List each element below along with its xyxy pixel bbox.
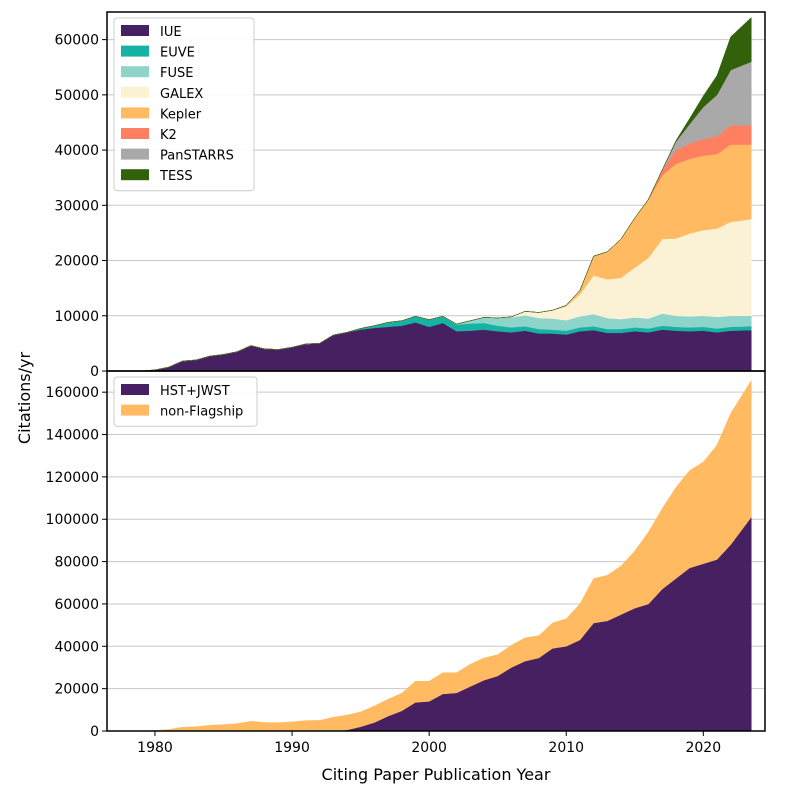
- legend-swatch-fuse: [121, 66, 149, 78]
- x-tick-label: 2010: [548, 740, 584, 756]
- y-tick-label: 160000: [46, 385, 99, 401]
- legend-label-galex: GALEX: [160, 87, 203, 102]
- legend-label-k2: K2: [160, 128, 177, 143]
- x-tick-label: 2000: [411, 740, 447, 756]
- x-tick-label: 1990: [274, 740, 310, 756]
- legend-box: [113, 17, 255, 192]
- bottom-panel: 0 20000 40000 60000 80000 100000 120000 140000 1…: [46, 370, 766, 756]
- top-panel-legend: IUE EUVE FUSE GALEX Kepler K2 PanSTARRS TESS: [113, 17, 255, 192]
- top-panel: 0 10000 20000 30000 40000 50000 60000 IUE EUVE F…: [54, 11, 766, 380]
- y-axis-label: Citations/yr: [15, 352, 34, 445]
- legend-swatch-hst-jwst: [121, 384, 149, 395]
- y-tick-label: 30000: [54, 198, 99, 214]
- legend-box: [113, 376, 258, 427]
- legend-swatch-non-flagship: [121, 404, 149, 416]
- legend-swatch-iue: [121, 25, 149, 36]
- bottom-panel-y-ticks: 0 20000 40000 60000 80000 100000 120000 140000 1…: [46, 385, 107, 740]
- area-non-flagship: [141, 379, 752, 732]
- y-tick-label: 60000: [54, 33, 99, 49]
- legend-swatch-galex: [121, 86, 149, 98]
- y-tick-label: 10000: [54, 309, 99, 325]
- legend-label-hst-jwst: HST+JWST: [160, 384, 230, 399]
- y-tick-label: 0: [90, 724, 99, 740]
- y-tick-label: 0: [90, 364, 99, 380]
- legend-swatch-k2: [121, 128, 149, 139]
- y-tick-label: 50000: [54, 88, 99, 104]
- bottom-panel-frame: [106, 370, 766, 732]
- y-tick-label: 20000: [54, 682, 99, 698]
- y-tick-label: 60000: [54, 597, 99, 613]
- legend-label-tess: TESS: [159, 169, 193, 184]
- y-tick-label: 140000: [46, 428, 99, 444]
- x-tick-label: 2020: [685, 740, 721, 756]
- y-tick-label: 20000: [54, 254, 99, 270]
- y-tick-label: 40000: [54, 639, 99, 655]
- legend-label-fuse: FUSE: [160, 66, 193, 81]
- y-tick-label: 120000: [46, 470, 99, 486]
- top-panel-y-ticks: 0 10000 20000 30000 40000 50000 60000: [54, 33, 107, 380]
- y-tick-label: 100000: [46, 512, 99, 528]
- legend-swatch-kepler: [121, 107, 149, 119]
- legend-swatch-panstarrs: [121, 148, 149, 160]
- legend-label-euve: EUVE: [160, 46, 195, 61]
- bottom-panel-legend: HST+JWST non-Flagship: [113, 376, 258, 427]
- area-tess: [141, 16, 752, 372]
- legend-label-kepler: Kepler: [160, 107, 202, 122]
- legend-swatch-euve: [121, 45, 149, 57]
- y-tick-label: 80000: [54, 555, 99, 571]
- y-tick-label: 40000: [54, 143, 99, 159]
- legend-swatch-tess: [121, 169, 149, 181]
- legend-label-iue: IUE: [160, 25, 182, 40]
- x-axis-label: Citing Paper Publication Year: [322, 765, 551, 784]
- x-tick-label: 1980: [137, 740, 173, 756]
- bottom-panel-x-ticks: 1980 1990 2000 2010 2020: [137, 731, 721, 756]
- legend-label-panstarrs: PanSTARRS: [160, 149, 234, 164]
- legend-label-non-flagship: non-Flagship: [160, 405, 243, 420]
